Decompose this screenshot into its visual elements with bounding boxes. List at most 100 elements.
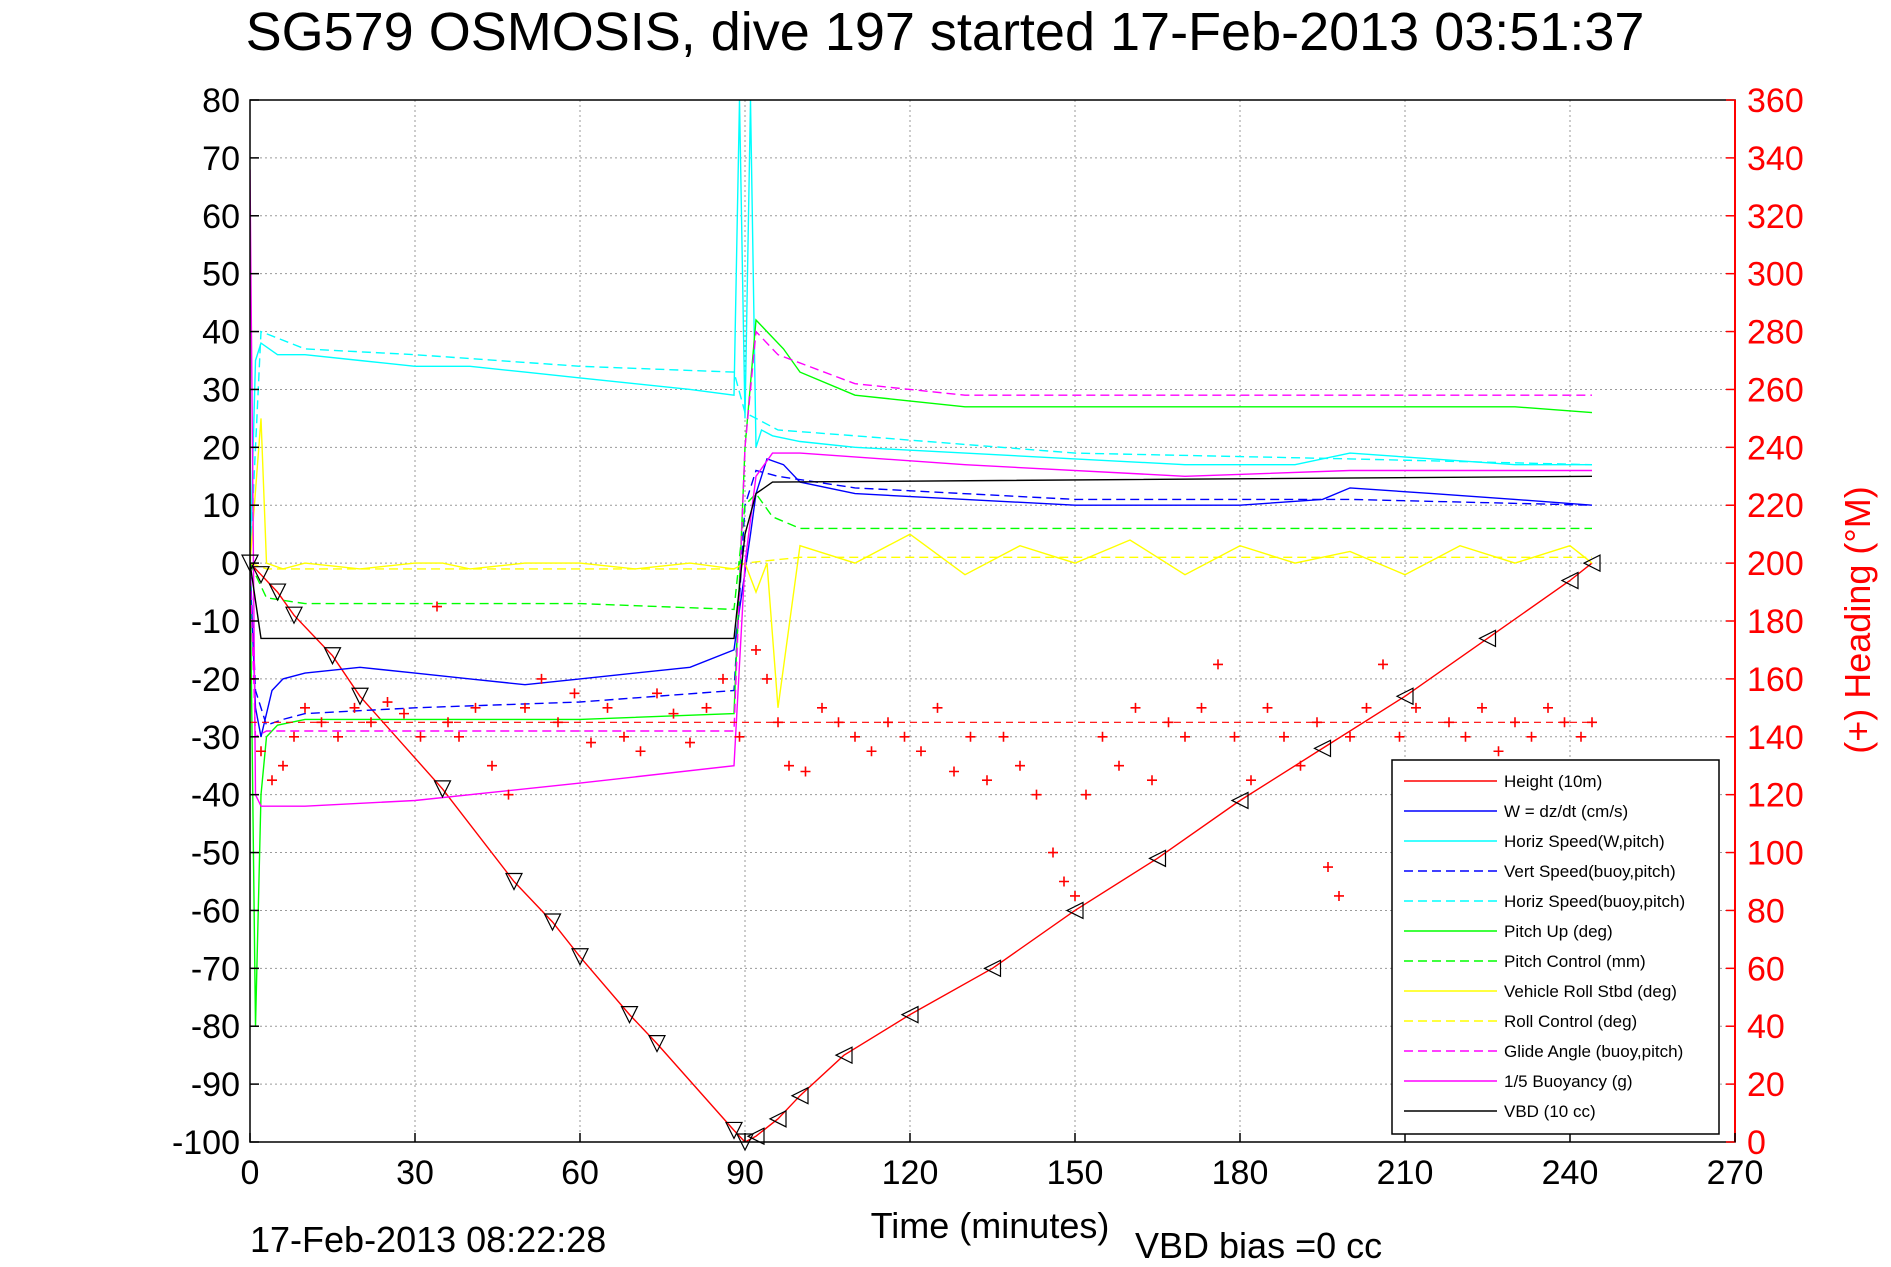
legend-box: [1391, 759, 1720, 1135]
tick-label-x: 60: [561, 1154, 599, 1192]
legend-label: Vert Speed(buoy,pitch): [1504, 862, 1676, 881]
tick-label-left: 20: [202, 429, 240, 467]
heading-point: [773, 717, 783, 728]
tick-label-right: 340: [1747, 140, 1804, 178]
vbd-bias-label: VBD bias =0 cc: [1135, 1225, 1382, 1262]
heading-point: [267, 775, 277, 786]
heading-point: [569, 688, 580, 699]
heading-point: [784, 760, 794, 771]
heading-point: [1262, 702, 1273, 713]
height-marker: [983, 959, 1002, 978]
heading-point: [1334, 890, 1344, 901]
height-markers: [241, 554, 1601, 1152]
tick-label-right: 240: [1747, 429, 1804, 467]
heading-point: [1048, 847, 1058, 858]
heading-point: [443, 717, 453, 728]
tick-label-left: 70: [202, 140, 240, 178]
height-marker: [1313, 739, 1332, 758]
series-line-pitch-up-deg: [250, 318, 1593, 1027]
tick-label-right: 160: [1747, 661, 1804, 699]
heading-point: [1526, 731, 1537, 742]
heading-point: [1015, 760, 1025, 771]
heading-point: [866, 746, 877, 757]
tick-label-x: 180: [1212, 1154, 1269, 1192]
heading-point: [751, 644, 761, 655]
heading-point: [1059, 876, 1069, 887]
tick-label-left: -70: [191, 950, 240, 988]
height-marker: [620, 1006, 639, 1024]
heading-point: [333, 731, 343, 742]
tick-label-right: 0: [1747, 1124, 1766, 1162]
tick-label-left: 0: [221, 545, 240, 583]
tick-label-left: -50: [191, 835, 240, 873]
legend-label: Pitch Control (mm): [1504, 952, 1646, 971]
heading-point: [1394, 731, 1405, 742]
tick-label-right: 80: [1747, 892, 1785, 930]
series-line-vehicle-roll-stbd-deg: [250, 418, 1593, 708]
tick-label-left: 40: [202, 314, 240, 352]
tick-label-right: 180: [1747, 603, 1804, 641]
tick-label-left: -10: [191, 603, 240, 641]
heading-point: [520, 702, 530, 713]
heading-point: [652, 688, 662, 699]
left-axis-ticks: 80 70 60 50 40 30 20 10 0 -10 -20 -30 -40 -50 -60 -70 -8…: [172, 82, 259, 1162]
tick-label-right: 20: [1747, 1066, 1785, 1104]
heading-point: [1444, 717, 1454, 728]
heading-point: [470, 702, 481, 713]
legend-label: Horiz Speed(W,pitch): [1504, 832, 1665, 851]
height-marker: [790, 1086, 809, 1105]
tick-label-right: 260: [1747, 371, 1804, 409]
height-marker: [746, 1127, 765, 1146]
heading-point: [850, 731, 860, 742]
height-marker: [900, 1005, 919, 1024]
height-marker: [433, 780, 452, 799]
heading-point: [382, 697, 393, 708]
height-marker: [1395, 687, 1414, 706]
series-line-glide-angle-buoy-pitch: [250, 330, 1592, 738]
heading-point: [668, 708, 679, 719]
legend-label: Pitch Up (deg): [1504, 922, 1613, 941]
height-marker: [1065, 901, 1084, 920]
height-marker: [323, 647, 342, 666]
data-series: [250, 100, 1597, 1142]
right-axis-label: (+) Heading (°M): [1837, 486, 1878, 753]
heading-point: [289, 731, 299, 742]
tick-label-right: 120: [1747, 777, 1804, 815]
tick-label-x: 150: [1047, 1154, 1104, 1192]
heading-point: [734, 731, 745, 742]
heading-point: [1510, 717, 1520, 728]
heading-point: [800, 766, 811, 777]
tick-label-right: 360: [1747, 82, 1804, 120]
height-marker: [725, 1121, 743, 1140]
heading-point: [1031, 789, 1042, 800]
height-marker: [571, 948, 589, 967]
heading-point: [619, 731, 629, 742]
heading-point: [366, 717, 376, 728]
heading-point: [553, 717, 563, 728]
heading-point: [1114, 760, 1124, 771]
grid-lines: [250, 100, 1735, 1142]
heading-point: [349, 702, 360, 713]
tick-label-right: 100: [1747, 835, 1804, 873]
tick-label-x: 30: [396, 1154, 434, 1192]
legend-label: VBD (10 cc): [1504, 1102, 1596, 1121]
series-line-roll-control-deg: [250, 556, 1592, 570]
heading-point: [1213, 659, 1223, 670]
heading-point: [1460, 731, 1471, 742]
heading-point: [1163, 717, 1174, 728]
heading-point: [1559, 717, 1570, 728]
heading-point: [399, 708, 409, 719]
heading-point: [1246, 775, 1256, 786]
height-marker: [648, 1034, 666, 1053]
height-marker: [1478, 629, 1497, 648]
x-axis-ticks: 0 30 60 90 120 150 180 210 240 270: [241, 1133, 1763, 1192]
heading-point: [256, 746, 266, 757]
tick-label-left: -30: [191, 719, 240, 757]
tick-label-right: 280: [1747, 314, 1804, 352]
tick-label-right: 140: [1747, 719, 1804, 757]
legend-label: Roll Control (deg): [1504, 1012, 1637, 1031]
heading-point: [932, 702, 943, 713]
tick-label-left: -40: [191, 777, 240, 815]
tick-label-x: 120: [882, 1154, 939, 1192]
heading-point: [1493, 746, 1504, 757]
